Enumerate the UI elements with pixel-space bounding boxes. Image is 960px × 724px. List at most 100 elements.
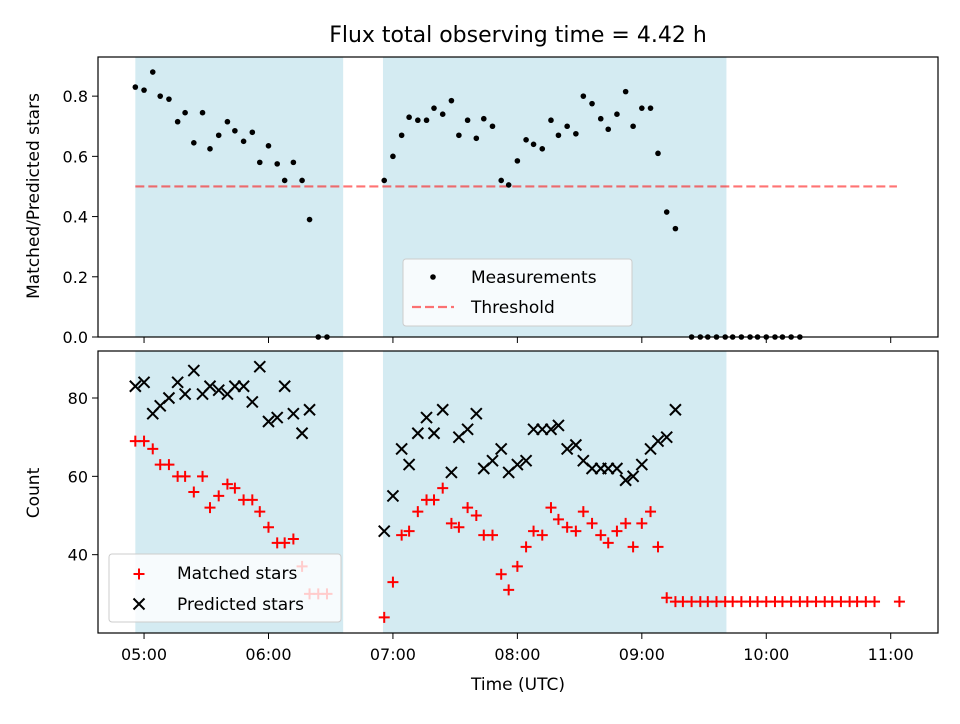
predicted-star-point xyxy=(212,383,225,397)
matched-star-point xyxy=(520,541,532,553)
measurement-point xyxy=(498,177,505,184)
measurement-point xyxy=(580,93,587,99)
measurement-point xyxy=(573,130,579,137)
predicted-star-point xyxy=(187,364,201,377)
predicted-star-point xyxy=(171,376,184,389)
legend: Measurements Threshold xyxy=(402,258,633,327)
legend-label: Matched stars xyxy=(177,564,297,584)
matched-star-point xyxy=(545,502,557,514)
measurement-point xyxy=(655,150,661,157)
legend: Matched stars Predicted stars xyxy=(108,553,342,623)
matched-star-point xyxy=(561,521,573,533)
predicted-star-point xyxy=(660,430,673,444)
measurement-point xyxy=(589,100,595,107)
matched-star-point xyxy=(602,537,614,549)
axes-frame xyxy=(97,350,939,634)
matched-star-point xyxy=(213,490,225,502)
measurement-point xyxy=(555,132,562,139)
measurement-point xyxy=(232,127,238,134)
predicted-star-point xyxy=(470,407,483,420)
predicted-star-point xyxy=(203,380,217,393)
predicted-star-point xyxy=(569,438,583,452)
shaded-interval xyxy=(382,351,727,633)
measurement-point xyxy=(523,136,529,143)
x-tick-label: 10:00 xyxy=(743,645,789,664)
measurement-point xyxy=(166,96,172,102)
predicted-star-point xyxy=(278,380,291,393)
top-ylabel: Matched/Predicted stars xyxy=(24,93,44,299)
predicted-star-point xyxy=(162,391,176,405)
matched-star-point xyxy=(412,506,424,518)
matched-star-point xyxy=(627,541,639,553)
matched-star-point xyxy=(246,494,258,506)
predicted-star-point xyxy=(552,419,565,432)
predicted-star-point xyxy=(519,454,533,467)
measurement-point xyxy=(415,117,421,124)
predicted-star-point xyxy=(619,474,632,487)
measurement-point xyxy=(489,123,496,130)
matched-star-point xyxy=(652,541,664,553)
matched-star-point xyxy=(586,517,598,529)
x-tick-label: 06:00 xyxy=(245,645,291,664)
matched-star-point xyxy=(428,494,440,506)
matched-star-point xyxy=(511,560,523,572)
matched-star-point xyxy=(536,529,548,541)
measurement-point xyxy=(597,115,604,122)
measurement-point xyxy=(256,159,263,166)
measurement-point xyxy=(199,109,206,116)
bottom-xlabel: Time (UTC) xyxy=(470,675,565,695)
matched-star-point xyxy=(163,459,175,471)
measurement-point xyxy=(207,146,213,152)
matched-star-point xyxy=(147,443,159,455)
measurement-point xyxy=(265,143,272,149)
measurement-point xyxy=(530,141,537,148)
predicted-star-point xyxy=(295,427,309,440)
matched-star-point xyxy=(437,482,449,494)
measurement-point xyxy=(448,97,455,104)
predicted-star-point xyxy=(420,411,433,424)
matched-star-point xyxy=(188,486,200,498)
predicted-star-point xyxy=(386,489,400,503)
matched-star-point xyxy=(636,517,648,529)
matched-star-point xyxy=(611,525,623,537)
matched-star-point xyxy=(197,470,209,482)
predicted-star-point xyxy=(270,411,284,424)
measurement-point xyxy=(191,140,197,146)
legend-label: Measurements xyxy=(471,268,597,288)
measurement-point xyxy=(564,123,570,130)
predicted-star-point xyxy=(461,423,474,436)
measurement-point xyxy=(215,132,222,139)
predicted-star-point xyxy=(129,380,142,393)
y-tick-label: 0.4 xyxy=(63,208,88,227)
matched-star-point xyxy=(552,513,564,525)
matched-star-point xyxy=(645,506,657,518)
predicted-star-point xyxy=(651,434,665,448)
matched-star-point xyxy=(204,502,216,514)
legend-matched-marker xyxy=(133,568,145,580)
predicted-star-point xyxy=(610,462,624,475)
measurement-point xyxy=(240,138,247,145)
predicted-star-point xyxy=(246,395,259,409)
legend-label: Predicted stars xyxy=(177,595,304,615)
y-tick-label: 80 xyxy=(68,389,88,408)
matched-star-point xyxy=(229,482,241,494)
matched-star-point xyxy=(279,537,291,549)
predicted-star-point xyxy=(445,466,458,479)
measurement-point xyxy=(390,153,396,160)
predicted-star-point xyxy=(560,442,574,456)
predicted-star-point xyxy=(262,415,275,428)
legend-box xyxy=(402,258,633,327)
y-tick-label: 0.8 xyxy=(63,87,88,106)
measurement-point xyxy=(406,114,412,121)
matched-star-point xyxy=(570,525,582,537)
matched-star-point xyxy=(503,584,515,596)
matched-star-point xyxy=(396,529,408,541)
y-tick-label: 40 xyxy=(68,546,88,565)
measurement-point xyxy=(647,105,654,111)
matched-star-point xyxy=(869,596,881,608)
measurement-point xyxy=(439,111,446,118)
measurement-point xyxy=(381,177,388,184)
predicted-star-point xyxy=(669,403,682,416)
measurement-point xyxy=(157,93,164,99)
predicted-star-point xyxy=(486,454,499,467)
